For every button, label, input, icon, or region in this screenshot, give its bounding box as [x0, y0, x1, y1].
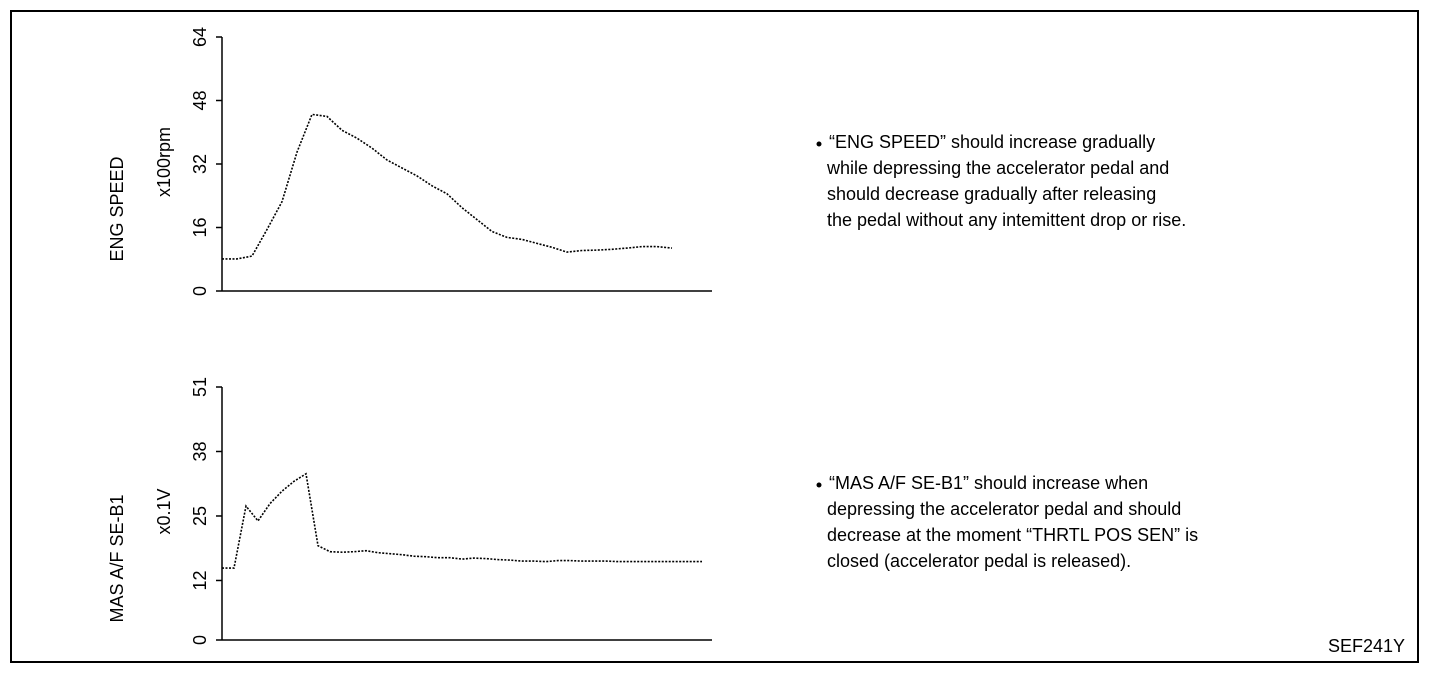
y-axis-label: MAS A/F SE-B1 [107, 494, 127, 622]
figure-id: SEF241Y [1328, 636, 1405, 656]
trace [222, 472, 702, 569]
note-line: “ENG SPEED” should increase gradually [829, 132, 1155, 152]
frame [10, 10, 1419, 663]
y-tick-label: 12 [190, 570, 210, 590]
y-tick-label: 0 [190, 635, 210, 645]
y-tick-label: 51 [190, 377, 210, 397]
y-tick-label: 25 [190, 506, 210, 526]
note-line: “MAS A/F SE-B1” should increase when [829, 473, 1148, 493]
y-tick-label: 16 [190, 217, 210, 237]
y-unit-label: x0.1V [154, 488, 174, 534]
trace [222, 113, 673, 260]
bullet [816, 482, 822, 488]
note-line: closed (accelerator pedal is released). [827, 551, 1131, 571]
note-line: depressing the accelerator pedal and sho… [827, 499, 1181, 519]
note-line: decrease at the moment “THRTL POS SEN” i… [827, 525, 1198, 545]
y-tick-label: 0 [190, 286, 210, 296]
note-line: the pedal without any intemittent drop o… [827, 210, 1186, 230]
y-tick-label: 64 [190, 27, 210, 47]
y-axis-label: ENG SPEED [107, 156, 127, 261]
y-tick-label: 32 [190, 154, 210, 174]
note-line: should decrease gradually after releasin… [827, 184, 1156, 204]
y-tick-label: 48 [190, 90, 210, 110]
y-tick-label: 38 [190, 441, 210, 461]
bullet [816, 141, 822, 147]
y-unit-label: x100rpm [154, 127, 174, 197]
note-line: while depressing the accelerator pedal a… [826, 158, 1169, 178]
